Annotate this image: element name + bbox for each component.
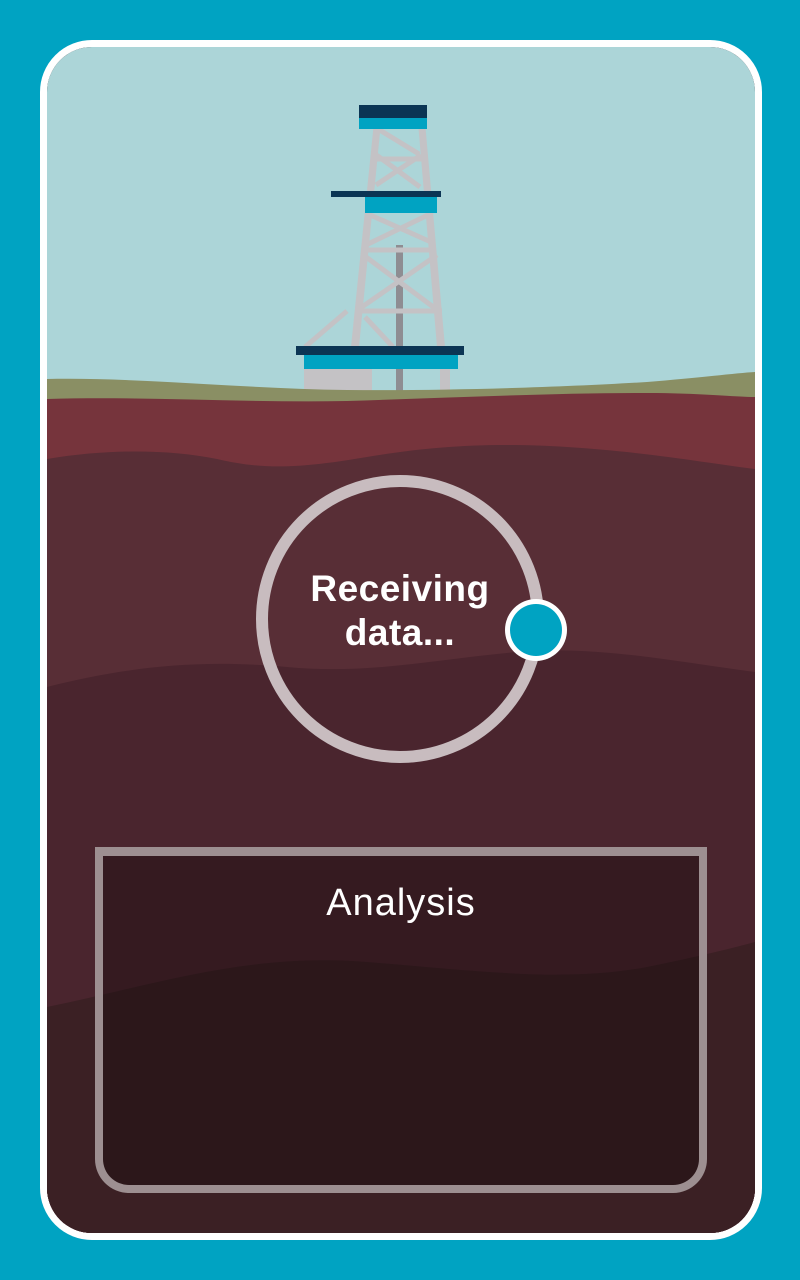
drilling-scene [47, 47, 755, 1233]
analysis-title: Analysis [326, 882, 476, 924]
drilling-rig-icon [296, 105, 464, 403]
progress-ring-icon [256, 475, 567, 763]
app-card: Receiving data... Analysis [40, 40, 762, 1240]
analysis-panel[interactable]: Analysis [95, 847, 707, 1193]
receiving-data-status: Receiving data... [310, 568, 490, 653]
bedrock-layer [47, 942, 755, 1233]
